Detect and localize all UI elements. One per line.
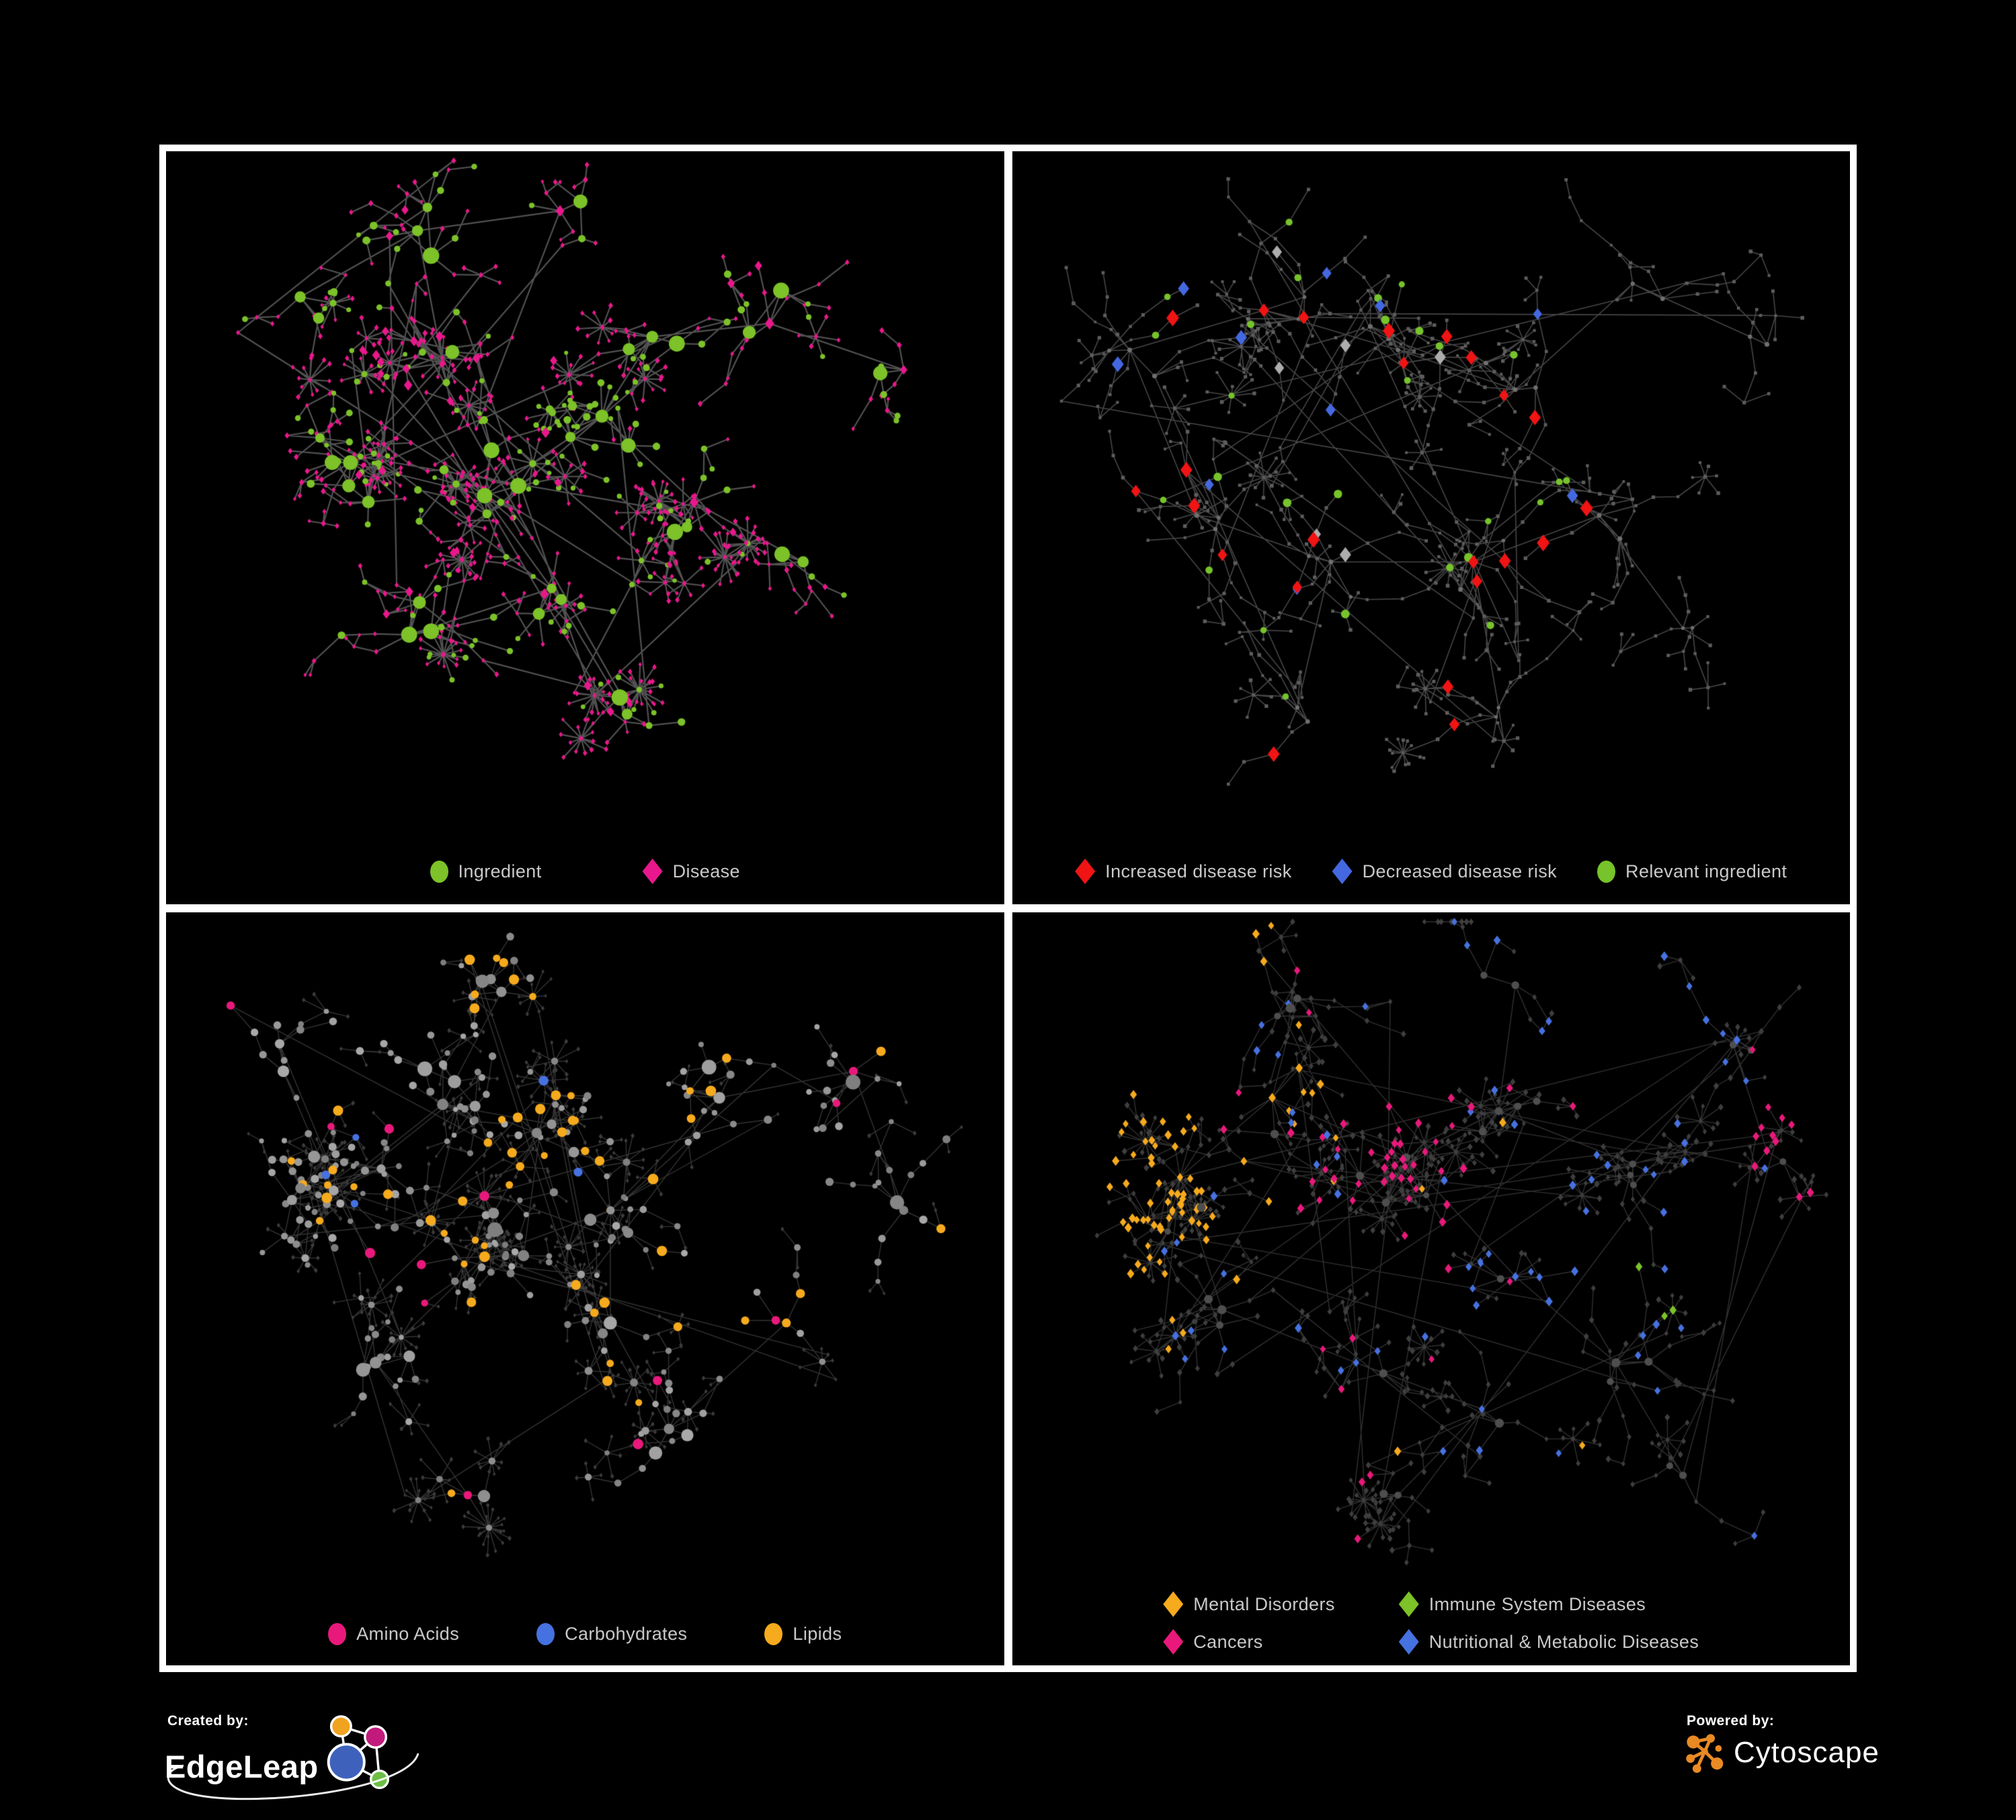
edgeleap-node-orange	[329, 1715, 352, 1738]
circle-marker-icon	[536, 1623, 555, 1645]
legend-item-nutritional-metabolic-diseases: Nutritional & Metabolic Diseases	[1398, 1629, 1699, 1655]
legend-label: Increased disease risk	[1105, 861, 1292, 881]
legend-item-lipids: Lipids	[764, 1623, 842, 1645]
created-by-caption: Created by:	[167, 1713, 249, 1729]
panel-disease-risk: Increased disease risk Decreased disease…	[1012, 151, 1851, 904]
cytoscape-logo	[1686, 1734, 1724, 1773]
legend-item-decreased-risk: Decreased disease risk	[1332, 859, 1557, 884]
nutrient-classes-graph-canvas	[166, 912, 1004, 1665]
edgeleap-node-green	[369, 1769, 389, 1790]
edgeleap-logo	[327, 1715, 389, 1790]
circle-marker-icon	[1597, 860, 1616, 883]
legend-label: Decreased disease risk	[1362, 861, 1558, 881]
legend-item-increased-risk: Increased disease risk	[1075, 859, 1291, 884]
diamond-marker-icon	[1398, 1629, 1419, 1655]
diamond-marker-icon	[1332, 859, 1353, 884]
legend-label: Disease	[672, 861, 740, 881]
legend-label: Amino Acids	[356, 1624, 460, 1644]
powered-by-caption: Powered by:	[1687, 1713, 1775, 1729]
ingredient-disease-graph-canvas	[166, 151, 1004, 904]
legend-item-amino-acids: Amino Acids	[328, 1623, 459, 1645]
legend-label: Lipids	[793, 1624, 842, 1644]
disease-risk-graph-canvas	[1012, 151, 1850, 904]
disease-categories-graph-canvas	[1012, 912, 1850, 1665]
legend-grid: Mental Disorders Immune System Diseases …	[1163, 1591, 1699, 1655]
legend-label: Immune System Diseases	[1428, 1593, 1646, 1614]
diamond-marker-icon	[1075, 859, 1096, 884]
legend-item-ingredient: Ingredient	[430, 860, 542, 883]
legend-item-cancers: Cancers	[1163, 1629, 1334, 1655]
panel-disease-categories: Mental Disorders Immune System Diseases …	[1012, 912, 1851, 1665]
powered-by-block: Powered by: Cytoscape	[1684, 1713, 1899, 1794]
quad-panel-grid: Ingredient Disease Increased disease ris…	[159, 145, 1857, 1672]
diamond-marker-icon	[642, 859, 663, 884]
legend-item-carbohydrates: Carbohydrates	[536, 1623, 687, 1645]
panel-ingredient-disease: Ingredient Disease	[166, 151, 1004, 904]
circle-marker-icon	[328, 1623, 347, 1645]
legend-ingredient-disease: Ingredient Disease	[166, 859, 1004, 884]
legend-item-immune-system-diseases: Immune System Diseases	[1398, 1591, 1699, 1617]
legend-disease-risk: Increased disease risk Decreased disease…	[1012, 859, 1851, 884]
edgeleap-node-blue	[327, 1743, 366, 1782]
legend-label: Mental Disorders	[1193, 1593, 1335, 1614]
legend-label: Relevant ingredient	[1625, 861, 1787, 881]
cytoscape-brand-text: Cytoscape	[1734, 1736, 1880, 1769]
circle-marker-icon	[764, 1623, 783, 1645]
legend-item-relevant-ingredient: Relevant ingredient	[1597, 860, 1787, 883]
edgeleap-node-magenta	[363, 1725, 387, 1749]
legend-label: Nutritional & Metabolic Diseases	[1428, 1631, 1699, 1652]
diamond-marker-icon	[1163, 1629, 1184, 1655]
legend-nutrient-classes: Amino Acids Carbohydrates Lipids	[166, 1623, 1004, 1645]
legend-label: Ingredient	[458, 861, 542, 881]
panel-nutrient-classes: Amino Acids Carbohydrates Lipids	[166, 912, 1004, 1665]
legend-label: Cancers	[1193, 1631, 1263, 1652]
diamond-marker-icon	[1398, 1591, 1419, 1617]
created-by-block: Created by: EdgeLeap	[165, 1713, 454, 1820]
legend-item-disease: Disease	[642, 859, 740, 884]
diamond-marker-icon	[1163, 1591, 1184, 1617]
edgeleap-brand-text: EdgeLeap	[165, 1748, 319, 1784]
circle-marker-icon	[430, 860, 448, 883]
legend-label: Carbohydrates	[565, 1624, 688, 1644]
legend-disease-categories: Mental Disorders Immune System Diseases …	[1012, 1591, 1851, 1655]
legend-item-mental-disorders: Mental Disorders	[1163, 1591, 1334, 1617]
